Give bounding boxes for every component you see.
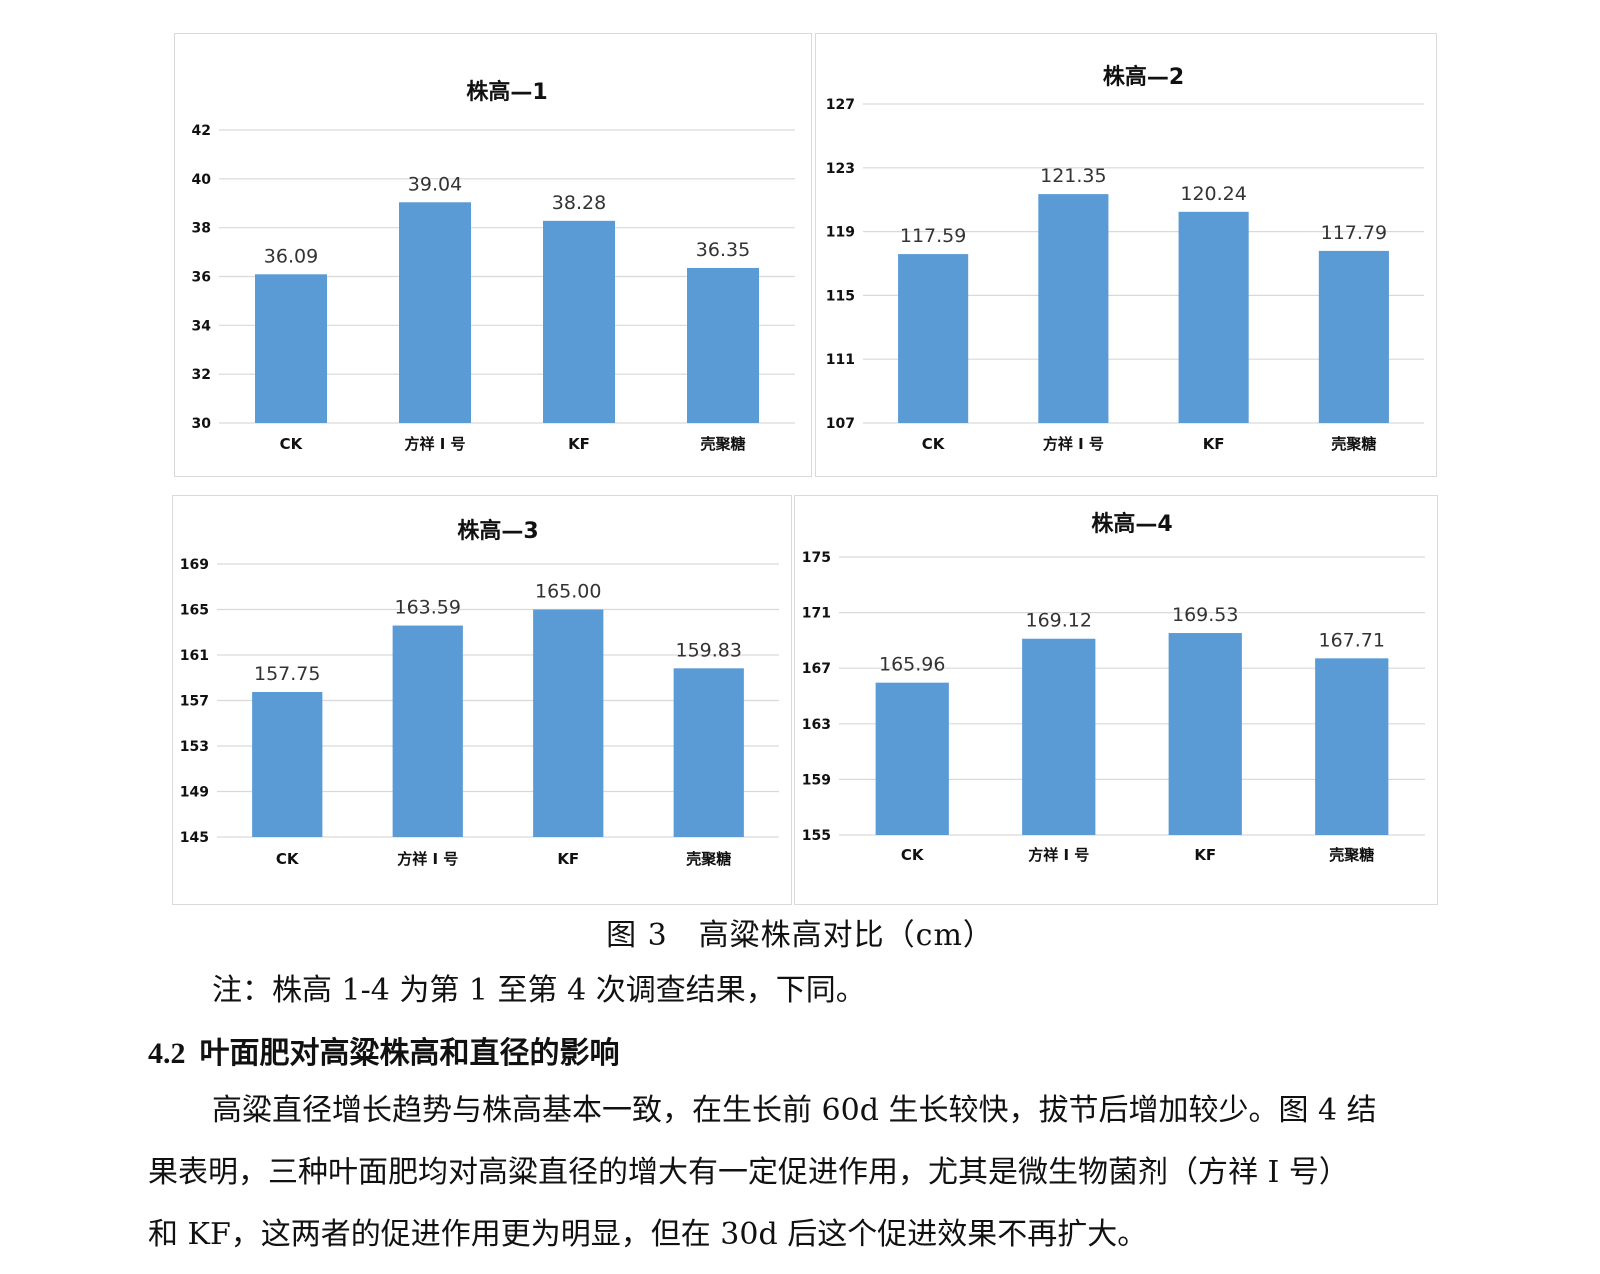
data-label: 167.71 bbox=[1319, 629, 1385, 651]
data-label: 163.59 bbox=[395, 597, 461, 619]
data-label: 169.12 bbox=[1026, 610, 1092, 632]
figure-note: 注：株高 1-4 为第 1 至第 4 次调查结果，下同。 bbox=[212, 973, 866, 1008]
section-number: 4.2 bbox=[148, 1037, 186, 1070]
y-tick-label: 169 bbox=[180, 557, 209, 573]
x-tick-label: CK bbox=[922, 435, 946, 453]
y-tick-label: 111 bbox=[826, 352, 855, 368]
x-tick-label: KF bbox=[1194, 846, 1216, 864]
y-tick-label: 30 bbox=[192, 416, 212, 432]
chart-panel-3: 株高—3 145 149 153 157 161 165 169 157.75 CK 163.59 方… bbox=[172, 495, 792, 905]
figure-caption: 图 3 高粱株高对比（cm） bbox=[606, 918, 994, 953]
y-tick-label: 159 bbox=[802, 772, 831, 788]
x-tick-label: 方祥 Ⅰ 号 bbox=[404, 435, 465, 453]
bar bbox=[875, 682, 949, 835]
bar bbox=[1038, 194, 1109, 423]
x-tick-label: 方祥 Ⅰ 号 bbox=[1028, 846, 1089, 864]
y-tick-label: 115 bbox=[826, 288, 855, 304]
x-tick-label: 方祥 Ⅰ 号 bbox=[397, 850, 458, 868]
y-tick-label: 171 bbox=[802, 606, 831, 622]
data-label: 157.75 bbox=[254, 663, 320, 685]
y-tick-label: 167 bbox=[802, 661, 831, 677]
bar bbox=[1178, 211, 1249, 423]
y-tick-label: 163 bbox=[802, 717, 831, 733]
bar bbox=[1168, 633, 1242, 835]
bar bbox=[252, 691, 323, 837]
x-tick-label: 方祥 Ⅰ 号 bbox=[1043, 435, 1104, 453]
bar-chart-2: 株高—2 107 111 115 119 123 127 117.59 CK 121.35 方祥 Ⅰ… bbox=[826, 64, 1424, 453]
bar bbox=[687, 267, 759, 423]
bar bbox=[673, 668, 744, 837]
bar bbox=[399, 202, 471, 423]
bar bbox=[533, 609, 604, 837]
chart-title: 株高—4 bbox=[1091, 511, 1172, 537]
y-tick-label: 32 bbox=[192, 367, 211, 383]
data-label: 120.24 bbox=[1180, 183, 1246, 205]
bar bbox=[255, 274, 327, 423]
data-label: 165.00 bbox=[535, 581, 601, 603]
x-tick-label: 壳聚糖 bbox=[699, 435, 745, 453]
y-tick-label: 155 bbox=[802, 828, 831, 844]
data-label: 38.28 bbox=[552, 192, 606, 214]
data-label: 165.96 bbox=[879, 654, 945, 676]
x-tick-label: KF bbox=[557, 850, 579, 868]
y-tick-label: 34 bbox=[192, 318, 212, 334]
y-tick-label: 145 bbox=[180, 830, 209, 846]
bar bbox=[1315, 658, 1389, 835]
x-tick-label: KF bbox=[1203, 435, 1225, 453]
y-tick-label: 38 bbox=[192, 221, 211, 237]
data-label: 36.35 bbox=[696, 239, 750, 261]
bar bbox=[1022, 638, 1096, 835]
chart-title: 株高—2 bbox=[1103, 64, 1184, 90]
x-tick-label: CK bbox=[276, 850, 300, 868]
bar-chart-3: 株高—3 145 149 153 157 161 165 169 157.75 CK 163.59 方… bbox=[180, 518, 779, 868]
data-label: 169.53 bbox=[1172, 604, 1238, 626]
data-label: 39.04 bbox=[408, 173, 462, 195]
y-tick-label: 42 bbox=[192, 123, 211, 139]
data-label: 117.59 bbox=[900, 225, 966, 247]
bar bbox=[392, 625, 463, 837]
chart-title: 株高—3 bbox=[457, 518, 538, 544]
section-heading: 4.2 叶面肥对高粱株高和直径的影响 bbox=[148, 1028, 620, 1072]
y-tick-label: 107 bbox=[826, 416, 855, 432]
bar bbox=[898, 254, 969, 423]
paragraph-line: 和 KF，这两者的促进作用更为明显，但在 30d 后这个促进效果不再扩大。 bbox=[148, 1217, 1148, 1252]
data-label: 36.09 bbox=[264, 245, 318, 267]
paragraph-line: 高粱直径增长趋势与株高基本一致，在生长前 60d 生长较快，拔节后增加较少。图 … bbox=[212, 1093, 1377, 1128]
data-label: 159.83 bbox=[676, 639, 742, 661]
x-tick-label: 壳聚糖 bbox=[685, 850, 731, 868]
bar bbox=[1318, 250, 1389, 423]
y-tick-label: 40 bbox=[192, 172, 212, 188]
y-tick-label: 149 bbox=[180, 785, 209, 801]
y-tick-label: 157 bbox=[180, 694, 209, 710]
chart-panel-2: 株高—2 107 111 115 119 123 127 117.59 CK 121.35 方祥 Ⅰ… bbox=[815, 33, 1437, 477]
x-tick-label: CK bbox=[901, 846, 925, 864]
x-tick-label: 壳聚糖 bbox=[1330, 435, 1376, 453]
y-tick-label: 36 bbox=[192, 270, 211, 286]
bar-chart-1: 株高—1 30 32 34 36 38 40 42 36.09 CK 39.04 方祥 Ⅰ 号 38.2… bbox=[192, 79, 795, 453]
y-tick-label: 119 bbox=[826, 225, 855, 241]
x-tick-label: KF bbox=[568, 435, 590, 453]
section-title: 叶面肥对高粱株高和直径的影响 bbox=[199, 1036, 620, 1071]
y-tick-label: 153 bbox=[180, 739, 209, 755]
data-label: 117.79 bbox=[1321, 222, 1387, 244]
body-paragraph: 高粱直径增长趋势与株高基本一致，在生长前 60d 生长较快，拔节后增加较少。图 … bbox=[148, 1080, 1448, 1266]
y-tick-label: 127 bbox=[826, 97, 855, 113]
y-tick-label: 161 bbox=[180, 648, 209, 664]
bar-chart-4: 株高—4 155 159 163 167 171 175 165.96 CK 169.12 方祥 Ⅰ… bbox=[802, 511, 1425, 864]
chart-panel-1: 株高—1 30 32 34 36 38 40 42 36.09 CK 39.04 方祥 Ⅰ 号 38.2… bbox=[174, 33, 812, 477]
x-tick-label: 壳聚糖 bbox=[1328, 846, 1374, 864]
chart-panel-4: 株高—4 155 159 163 167 171 175 165.96 CK 169.12 方祥 Ⅰ… bbox=[794, 495, 1438, 905]
y-tick-label: 123 bbox=[826, 161, 855, 177]
data-label: 121.35 bbox=[1040, 165, 1106, 187]
chart-title: 株高—1 bbox=[466, 79, 547, 105]
y-tick-label: 165 bbox=[180, 603, 209, 619]
y-tick-label: 175 bbox=[802, 550, 831, 566]
paragraph-line: 果表明，三种叶面肥均对高粱直径的增大有一定促进作用，尤其是微生物菌剂（方祥 Ⅰ … bbox=[148, 1155, 1349, 1190]
bar bbox=[543, 220, 615, 423]
x-tick-label: CK bbox=[280, 435, 304, 453]
